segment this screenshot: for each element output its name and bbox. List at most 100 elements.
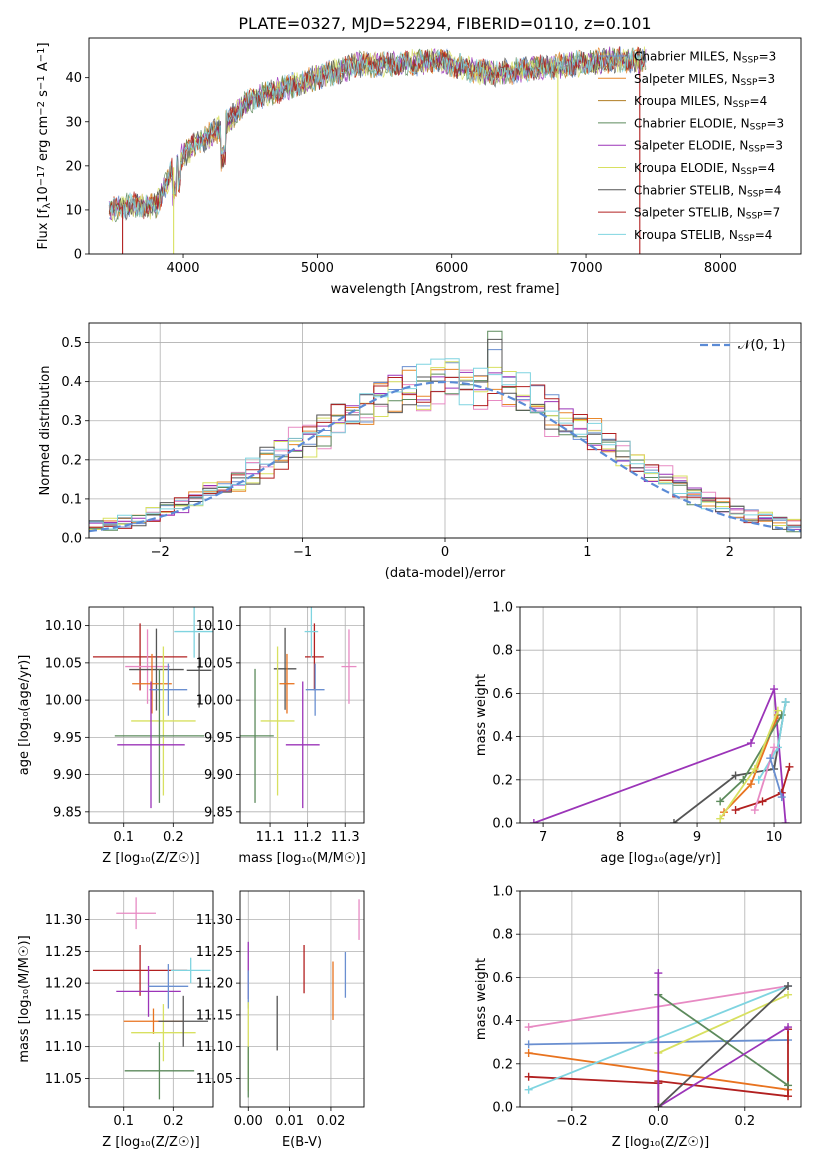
x-axis-label: Z [log₁₀(Z/Z☉)] bbox=[102, 1135, 199, 1150]
y-tick-label: 1.0 bbox=[492, 601, 513, 616]
legend-label-main: Chabrier MILES, N bbox=[634, 50, 742, 64]
legend-label-suffix: =3 bbox=[765, 139, 783, 153]
x-tick-label: 8 bbox=[616, 830, 624, 845]
weight-series-line bbox=[657, 993, 789, 1054]
y-tick-label: 0.4 bbox=[61, 375, 82, 390]
legend-label: Chabrier ELODIE, NSSP=3 bbox=[634, 116, 784, 132]
y-tick-label: 20 bbox=[65, 159, 82, 174]
x-axis-label: age [log₁₀(age/yr)] bbox=[600, 851, 721, 866]
legend-label-main: Salpeter STELIB, N bbox=[634, 206, 746, 220]
weight-series-line bbox=[657, 993, 789, 1087]
x-tick-label: 7 bbox=[539, 830, 547, 845]
legend-label-sub: SSP bbox=[750, 123, 767, 133]
y-tick-label: 11.30 bbox=[45, 913, 82, 928]
legend-label: Salpeter MILES, NSSP=3 bbox=[634, 72, 775, 88]
mass-Z-points bbox=[92, 897, 211, 1100]
normal-curve-line bbox=[89, 380, 801, 533]
weight-age-lines bbox=[529, 685, 794, 823]
x-tick-label: 0.02 bbox=[316, 1114, 345, 1129]
mass-ebv-points bbox=[247, 899, 360, 1098]
x-axis-label: Z [log₁₀(Z/Z☉)] bbox=[102, 851, 199, 866]
x-tick-label: 5000 bbox=[301, 261, 334, 276]
y-tick-label: 40 bbox=[65, 71, 82, 86]
x-tick-label: 0.2 bbox=[163, 830, 184, 845]
y-tick-label: 9.95 bbox=[53, 731, 82, 746]
histogram-step-line bbox=[89, 361, 801, 530]
x-tick-label: 6000 bbox=[435, 261, 468, 276]
mass-ebv-axes: 0.00 0.01 0.02 11.05 11.10 11.15 11.20 11.25 11.… bbox=[196, 891, 364, 1150]
x-tick-label: 10 bbox=[766, 830, 783, 845]
x-tick-label: 0.2 bbox=[734, 1114, 755, 1129]
weight-Z-frame bbox=[519, 890, 802, 1108]
legend-label: Chabrier MILES, NSSP=3 bbox=[634, 50, 776, 66]
y-tick-label: 9.90 bbox=[53, 768, 82, 783]
legend-label-sub: SSP bbox=[741, 167, 758, 177]
x-tick-label: 0.2 bbox=[163, 1114, 184, 1129]
y-label-part: Flux [f bbox=[36, 208, 51, 249]
y-label-part: −2 bbox=[36, 101, 47, 116]
y-tick-label: 10.00 bbox=[45, 694, 82, 709]
legend-label-suffix: =4 bbox=[750, 94, 768, 108]
legend-label-sub: SSP bbox=[748, 145, 765, 155]
age-mass-axes: 11.1 11.2 11.3 9.85 9.90 9.95 10.00 10.05 10.10 m… bbox=[196, 607, 366, 866]
y-tick-label: 9.85 bbox=[53, 805, 82, 820]
legend-label-suffix: =4 bbox=[755, 228, 773, 242]
spectrum-lines bbox=[108, 46, 647, 254]
legend-label-main: Chabrier STELIB, N bbox=[634, 183, 747, 197]
y-label-part: −1 bbox=[36, 48, 47, 63]
residuals-frame bbox=[88, 322, 802, 539]
y-tick-label: 0.2 bbox=[492, 1057, 513, 1072]
legend-label-main: Salpeter ELODIE, N bbox=[634, 139, 748, 153]
y-tick-label: 10.10 bbox=[45, 619, 82, 634]
x-tick-label: −1 bbox=[293, 545, 312, 560]
legend-label-main: Chabrier ELODIE, N bbox=[634, 116, 750, 130]
weight-age-frame bbox=[519, 606, 802, 824]
legend-label: Salpeter STELIB, NSSP=7 bbox=[634, 206, 780, 222]
legend-label-sub: SSP bbox=[746, 212, 763, 222]
y-tick-label: 0.0 bbox=[61, 532, 82, 547]
y-tick-label: 10.05 bbox=[196, 656, 233, 671]
y-tick-label: 0.6 bbox=[492, 687, 513, 702]
legend-label-suffix: =3 bbox=[759, 50, 777, 64]
age-Z-axes: 0.1 0.2 9.85 9.90 9.95 10.00 10.05 10.10 Z [log₁… bbox=[17, 607, 213, 866]
y-tick-label: 11.15 bbox=[45, 1008, 82, 1023]
legend-label: Chabrier STELIB, NSSP=4 bbox=[634, 183, 782, 199]
y-tick-label: 1.0 bbox=[492, 885, 513, 900]
weight-Z-axes: −0.2 0.0 0.2 0.0 0.2 0.4 0.6 0.8 1.0 Z [log₁₀(Z/Z… bbox=[474, 885, 801, 1150]
histogram-step-line bbox=[89, 376, 801, 529]
legend-label-main: Kroupa MILES, N bbox=[634, 94, 733, 108]
y-axis-label: Normed distribution bbox=[38, 366, 53, 496]
x-tick-label: −2 bbox=[151, 545, 170, 560]
x-tick-label: 0.1 bbox=[113, 1114, 134, 1129]
figure-title: PLATE=0327, MJD=52294, FIBERID=0110, z=0… bbox=[238, 14, 651, 33]
x-tick-label: 2 bbox=[726, 545, 734, 560]
y-tick-label: 0.6 bbox=[492, 971, 513, 986]
y-tick-label: 0.3 bbox=[61, 414, 82, 429]
mass-ebv-frame bbox=[239, 890, 365, 1108]
legend-label-suffix: =4 bbox=[764, 183, 782, 197]
histogram-step-line bbox=[89, 369, 801, 523]
x-tick-label: 9 bbox=[693, 830, 701, 845]
y-tick-label: 0.0 bbox=[492, 817, 513, 832]
y-label-part: A bbox=[36, 62, 51, 75]
y-tick-label: 0.5 bbox=[61, 336, 82, 351]
legend-label: 𝒩(0, 1) bbox=[738, 338, 785, 353]
age-mass-points bbox=[240, 607, 357, 809]
age-Z-points bbox=[92, 607, 213, 809]
y-axis-label: mass [log₁₀(M/M☉)] bbox=[17, 935, 32, 1062]
legend-label: Kroupa STELIB, NSSP=4 bbox=[634, 228, 772, 244]
y-tick-label: 0.4 bbox=[492, 1014, 513, 1029]
y-label-part: −17 bbox=[36, 165, 47, 186]
y-axis-label: Flux [fλ10−17 erg cm−2 s−1 A−1] bbox=[36, 42, 53, 249]
y-tick-label: 30 bbox=[65, 115, 82, 130]
legend-label-suffix: =7 bbox=[763, 206, 781, 220]
spectrum-series-line bbox=[108, 47, 647, 220]
y-tick-label: 10 bbox=[65, 203, 82, 218]
legend-label-main: Kroupa STELIB, N bbox=[634, 228, 738, 242]
legend-label-main: Kroupa ELODIE, N bbox=[634, 161, 741, 175]
legend-label-suffix: =3 bbox=[766, 116, 784, 130]
x-axis-label: (data-model)/error bbox=[385, 566, 506, 581]
spectrum-series-line bbox=[108, 47, 647, 221]
x-axis-label: mass [log₁₀(M/M☉)] bbox=[238, 851, 365, 866]
